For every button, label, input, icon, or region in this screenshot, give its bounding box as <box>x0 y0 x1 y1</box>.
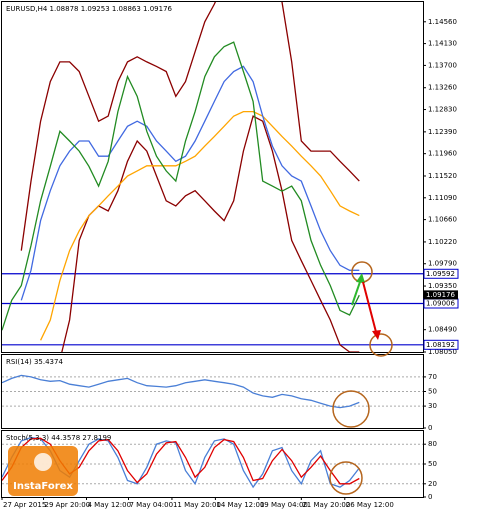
circle <box>329 461 363 495</box>
series-line <box>20 2 360 251</box>
level-label: 1.09592 <box>426 270 455 278</box>
x-tick-label: 19 May 04:00 <box>260 501 308 509</box>
x-tick-label: 26 May 12:00 <box>346 501 394 509</box>
arrow-down <box>362 281 377 333</box>
y-tick-label: 30 <box>428 402 437 410</box>
y-tick-label: 50 <box>428 460 437 468</box>
logo-mark <box>34 453 52 471</box>
x-tick-label: 14 May 12:00 <box>216 501 264 509</box>
series-line <box>20 65 360 301</box>
y-tick-label: 1.11090 <box>428 194 457 202</box>
level-box <box>423 268 459 279</box>
x-tick-label: 29 Apr 20:00 <box>45 501 91 509</box>
panel-title: EURUSD,H4 1.08878 1.09253 1.08863 1.0917… <box>6 5 173 13</box>
y-tick-label: 1.11960 <box>428 150 457 158</box>
y-tick-label: 1.14130 <box>428 40 457 48</box>
level-label: 1.08192 <box>426 341 455 349</box>
level-label: 1.09006 <box>426 300 455 308</box>
y-tick-label: 1.14560 <box>428 18 457 26</box>
y-tick-label: 1.08490 <box>428 326 457 334</box>
arrow-up <box>351 278 362 306</box>
y-tick-label: 1.08050 <box>428 348 457 356</box>
series-line <box>2 41 360 331</box>
x-tick-label: 4 May 12:00 <box>87 501 131 509</box>
logo: InstaForex <box>8 446 78 496</box>
panel-title: RSI(14) 35.4374 <box>6 358 63 366</box>
y-tick-label: 0 <box>428 493 432 501</box>
x-tick-label: 27 Apr 2015 <box>3 501 46 509</box>
x-tick-label: 21 May 20:00 <box>302 501 350 509</box>
series-line <box>2 374 360 409</box>
y-tick-label: 1.12390 <box>428 128 457 136</box>
series-line <box>40 110 360 341</box>
y-tick-label: 50 <box>428 388 437 396</box>
arrow-head <box>356 273 365 283</box>
y-tick-label: 1.09790 <box>428 260 457 268</box>
y-tick-label: 1.11520 <box>428 172 457 180</box>
circle <box>369 333 393 357</box>
y-tick-label: 1.13260 <box>428 84 457 92</box>
arrow-head <box>372 330 381 340</box>
y-tick-label: 1.13700 <box>428 61 457 69</box>
y-tick-label: 0 <box>428 424 432 432</box>
panel-title: Stoch(5,3,3) 44.3578 27.8199 <box>6 434 111 442</box>
last-price-label: 1.09176 <box>426 291 455 299</box>
series-line <box>61 115 360 352</box>
series-group <box>2 2 423 352</box>
watermark: InstaForex <box>13 481 73 492</box>
y-tick-label: 20 <box>428 480 437 488</box>
level-box <box>423 339 459 350</box>
y-tick-label: 1.12830 <box>428 106 457 114</box>
y-tick-label: 1.10220 <box>428 238 457 246</box>
x-tick-label: 7 May 04:00 <box>129 501 173 509</box>
plot-layer <box>2 2 423 489</box>
last-price-box <box>424 290 458 300</box>
y-tick-label: 80 <box>428 440 437 448</box>
y-tick-label: 1.10660 <box>428 216 457 224</box>
y-tick-label: 70 <box>428 373 437 381</box>
x-tick-label: 11 May 20:00 <box>173 501 221 509</box>
circle <box>332 390 370 428</box>
series-group <box>2 374 360 409</box>
price-panel <box>1 1 424 353</box>
y-tick-label: 1.09350 <box>428 282 457 290</box>
annotations <box>329 261 393 495</box>
